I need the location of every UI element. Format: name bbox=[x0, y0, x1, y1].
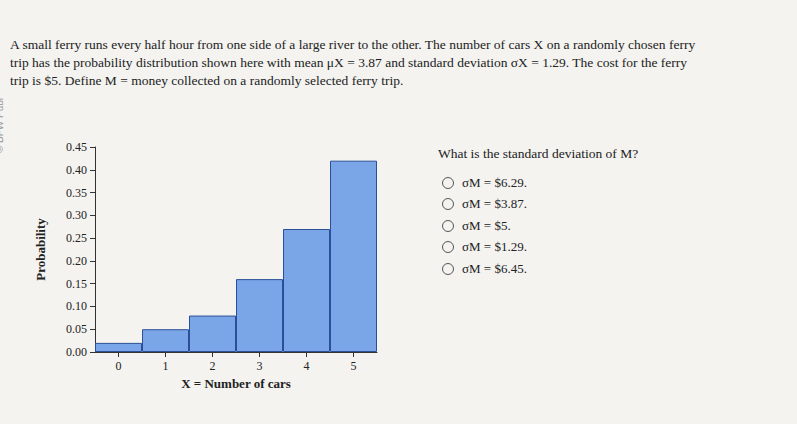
html-text:σM = $5.: σM = $5. bbox=[462, 217, 511, 233]
html-text:What is the standard deviation: What is the standard deviation of M? bbox=[438, 146, 639, 161]
svg-text:0.00: 0.00 bbox=[66, 345, 87, 359]
svg-text:5: 5 bbox=[351, 359, 357, 373]
svg-text:0: 0 bbox=[116, 359, 122, 373]
svg-text:0.10: 0.10 bbox=[66, 299, 87, 313]
svg-text:4: 4 bbox=[304, 359, 310, 373]
svg-text:0.40: 0.40 bbox=[66, 163, 87, 177]
html-text:σM = $6.45.: σM = $6.45. bbox=[462, 260, 527, 276]
html-text:σM = $6.29.: σM = $6.29. bbox=[462, 174, 527, 190]
svg-text:0.20: 0.20 bbox=[66, 254, 87, 268]
html-text:σM = $3.87.: σM = $3.87. bbox=[462, 196, 527, 212]
svg-text:0.45: 0.45 bbox=[66, 140, 87, 154]
svg-text:X = Number of cars: X = Number of cars bbox=[181, 376, 291, 391]
svg-text:3: 3 bbox=[257, 359, 263, 373]
svg-text:0.35: 0.35 bbox=[66, 186, 87, 200]
html-text:trip has the probability distr: trip has the probability distribution sh… bbox=[10, 55, 687, 70]
html-text:σM = $1.29.: σM = $1.29. bbox=[462, 239, 527, 255]
svg-text:0.15: 0.15 bbox=[66, 277, 87, 291]
svg-text:0.25: 0.25 bbox=[66, 231, 87, 245]
html-text:trip is $5. Define M = money c: trip is $5. Define M = money collected o… bbox=[10, 73, 404, 88]
svg-text:2: 2 bbox=[210, 359, 216, 373]
html-text:A small ferry runs every half: A small ferry runs every half hour from … bbox=[10, 37, 696, 52]
svg-text:Probability: Probability bbox=[33, 218, 48, 281]
svg-text:1: 1 bbox=[163, 359, 169, 373]
svg-text:0.30: 0.30 bbox=[66, 208, 87, 222]
svg-text:0.05: 0.05 bbox=[66, 322, 87, 336]
